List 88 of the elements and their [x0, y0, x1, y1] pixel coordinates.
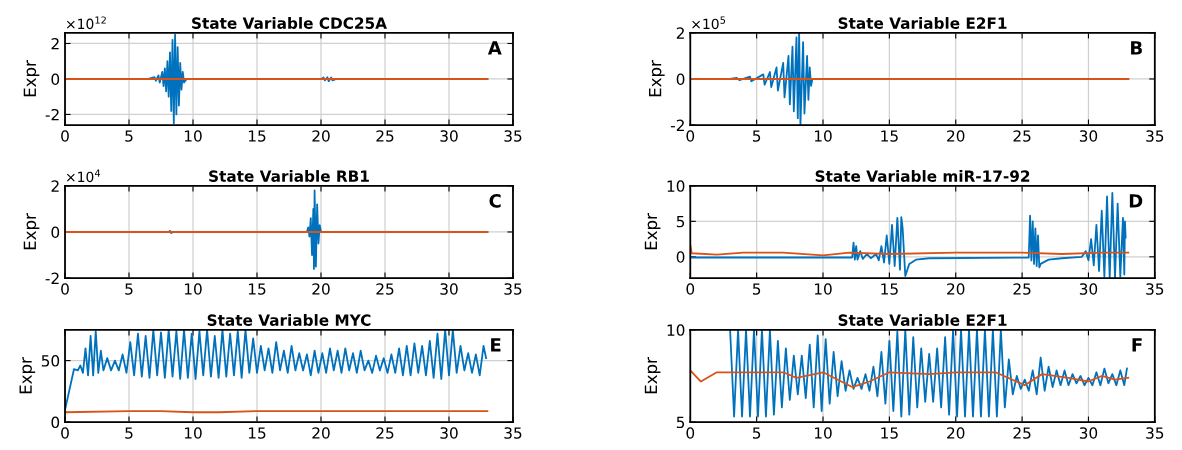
x-tick-label: 30 [440, 427, 458, 439]
y-tick-label: 50 [41, 355, 60, 367]
annotation: C [489, 194, 501, 208]
x-tick-label: 30 [1079, 283, 1098, 295]
x-tick-label: 15 [248, 283, 266, 295]
x-tick-label: 35 [504, 427, 522, 439]
y-tick-label: 2 [676, 27, 684, 39]
x-tick-label: 15 [881, 427, 898, 439]
y-tick-label: 10 [667, 180, 685, 192]
text: ×10$^{12}$ [66, 16, 106, 30]
x-tick-label: 35 [1146, 130, 1164, 142]
x-tick-label: 35 [504, 283, 522, 295]
y-tick-label: -2 [670, 119, 684, 131]
line-series [729, 329, 1128, 418]
y-axis-title: Expr [23, 60, 40, 97]
y-tick-label: 2 [51, 37, 59, 50]
x-tick-label: 10 [814, 427, 832, 439]
x-tick-label: 20 [312, 427, 330, 439]
x-tick-label: 20 [947, 283, 965, 295]
x-tick-label: 5 [752, 130, 761, 142]
x-tick-label: 30 [1079, 427, 1098, 439]
x-tick-label: 35 [1146, 283, 1164, 295]
x-tick-label: 5 [125, 283, 133, 295]
y-tick-label: 0 [51, 416, 60, 429]
annotation: B [1131, 41, 1142, 55]
x-tick-label: 30 [440, 283, 458, 295]
chart-title: State Variable miR-17-92 [815, 170, 1030, 182]
y-tick-label: 0 [51, 73, 60, 85]
x-tick-label: 25 [1013, 283, 1031, 295]
x-tick-label: 0 [61, 427, 69, 439]
x-tick-label: 0 [686, 427, 695, 439]
x-tick-label: 20 [312, 283, 330, 295]
line-series [690, 369, 1130, 388]
y-axis-title: Expr [649, 60, 665, 97]
x-tick-label: 15 [881, 130, 898, 142]
x-tick-label: 30 [1079, 130, 1098, 142]
x-tick-label: 15 [248, 130, 266, 142]
y-axis-title: Expr [644, 357, 661, 394]
x-tick-label: 0 [686, 130, 695, 142]
y-axis-title: Expr [19, 357, 36, 394]
annotation: A [487, 41, 502, 55]
x-tick-label: 5 [752, 283, 761, 295]
y-tick-label: 0 [676, 73, 685, 85]
y-tick-label: 0 [676, 251, 685, 263]
x-tick-label: 15 [881, 283, 898, 295]
x-tick-label: 30 [440, 130, 458, 142]
y-tick-label: -2 [45, 108, 59, 121]
x-tick-label: 0 [61, 283, 69, 295]
x-tick-label: 35 [1146, 427, 1164, 439]
x-tick-label: 5 [752, 427, 761, 439]
y-tick-label: 10 [667, 324, 685, 336]
x-tick-label: 25 [376, 130, 394, 142]
y-tick-label: 0 [51, 226, 60, 238]
x-tick-label: 0 [686, 283, 695, 295]
x-tick-label: 25 [376, 427, 394, 439]
chart-title: State Variable CDC25A [192, 17, 387, 29]
chart-title: State Variable E2F1 [838, 17, 1007, 29]
x-tick-label: 20 [947, 427, 965, 439]
x-tick-label: 10 [184, 283, 202, 295]
x-tick-label: 35 [504, 130, 522, 142]
chart-title: State Variable RB1 [209, 170, 369, 182]
x-tick-label: 10 [814, 283, 832, 295]
annotation: E [491, 338, 501, 352]
x-tick-label: 5 [125, 427, 133, 439]
annotation: D [1129, 194, 1143, 208]
x-tick-label: 20 [947, 130, 965, 142]
y-axis-title: Expr [644, 213, 661, 250]
x-tick-label: 15 [248, 427, 266, 439]
x-tick-label: 25 [1013, 427, 1031, 439]
x-tick-label: 0 [61, 130, 69, 142]
text: ×10$^{4}$ [66, 169, 101, 183]
x-tick-label: 25 [1013, 130, 1031, 142]
x-tick-label: 25 [376, 283, 394, 295]
x-tick-label: 5 [125, 130, 133, 142]
annotation: F [1132, 338, 1142, 352]
x-tick-label: 20 [312, 130, 330, 142]
line-series [690, 192, 1127, 279]
y-tick-label: 5 [676, 416, 685, 429]
chart-title: State Variable E2F1 [838, 314, 1007, 326]
y-tick-label: -2 [45, 272, 59, 284]
x-tick-label: 10 [814, 130, 832, 142]
y-tick-label: 2 [51, 180, 59, 192]
y-tick-label: 5 [676, 216, 685, 228]
chart-title: State Variable MYC [207, 314, 371, 326]
x-tick-label: 10 [184, 130, 202, 142]
x-tick-label: 10 [184, 427, 202, 439]
y-axis-title: Expr [23, 213, 40, 250]
text: ×10$^{5}$ [692, 16, 726, 30]
